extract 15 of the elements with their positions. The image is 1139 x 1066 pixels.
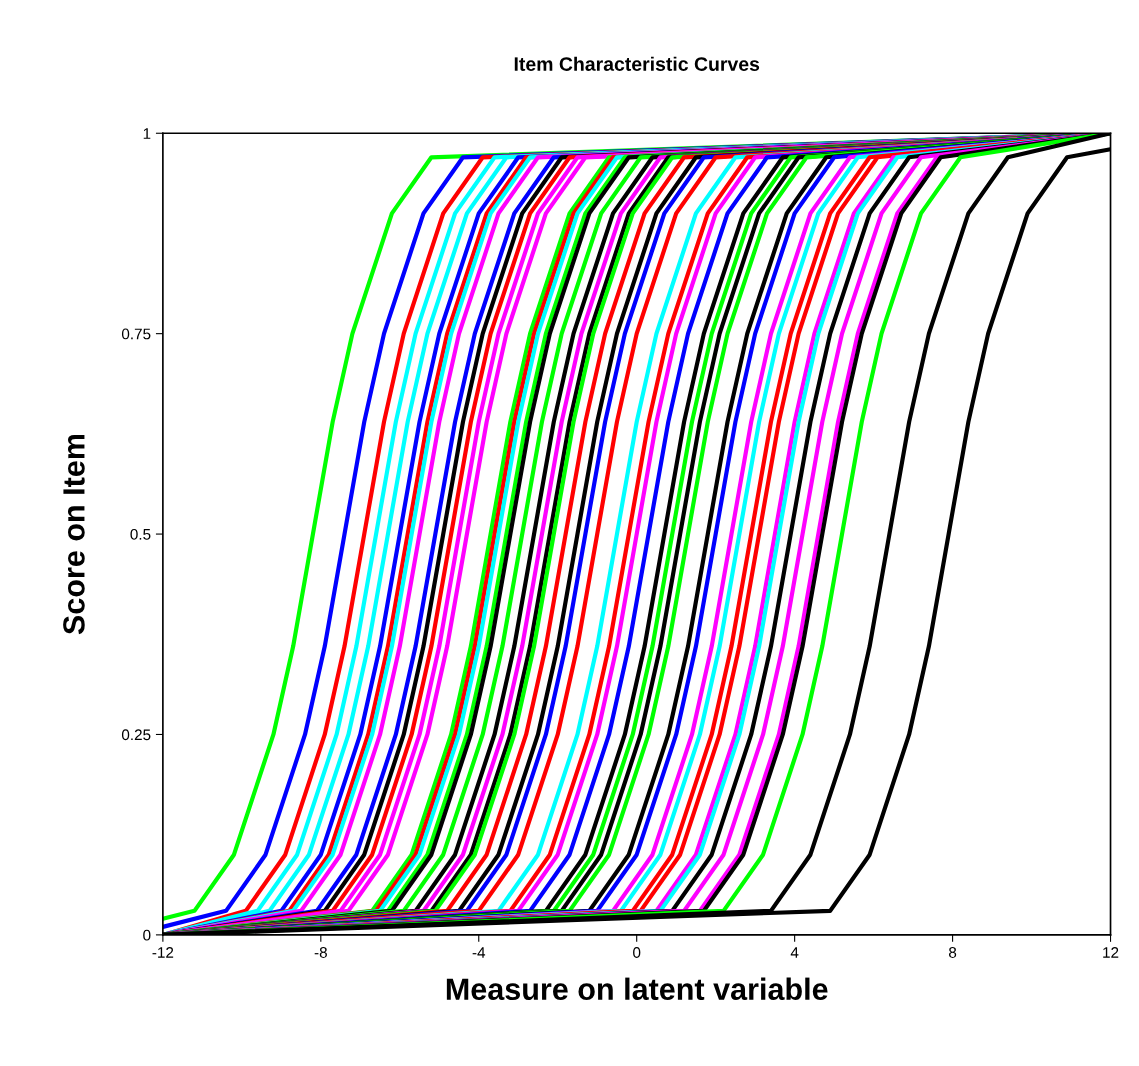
chart-title: Item Characteristic Curves [514, 56, 760, 71]
x-tick-label: 4 [790, 947, 799, 958]
y-tick-label: 0.5 [130, 528, 151, 540]
x-tick-label: -4 [472, 947, 486, 958]
x-tick-label: 8 [949, 947, 957, 958]
x-tick-label: -12 [152, 947, 174, 958]
x-axis-title: Measure on latent variable [446, 977, 828, 1001]
y-tick-label: 0 [143, 929, 151, 941]
y-axis-title: Score on Item [63, 434, 85, 635]
x-tick-label: 0 [633, 947, 641, 958]
x-tick-label: 12 [1103, 947, 1119, 958]
x-tick-label: -8 [314, 947, 327, 958]
y-tick-label: 0.25 [121, 729, 151, 741]
y-tick-label: 1 [143, 128, 151, 139]
y-tick-label: 0.75 [121, 328, 151, 340]
